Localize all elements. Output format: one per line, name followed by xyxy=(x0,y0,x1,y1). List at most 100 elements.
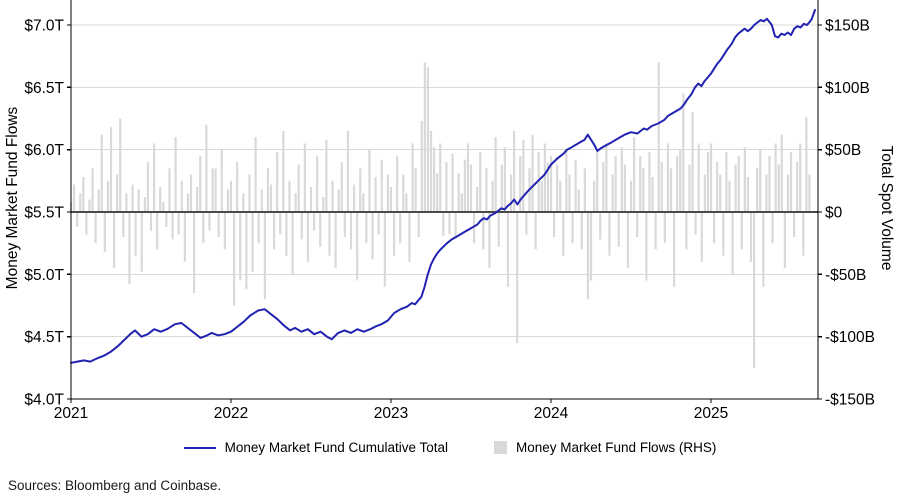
flow-bar xyxy=(651,177,654,212)
flow-bar xyxy=(672,212,676,287)
flow-bar xyxy=(436,173,439,212)
flow-bar xyxy=(629,180,633,212)
flow-bar xyxy=(626,212,630,269)
flow-bar xyxy=(180,180,183,212)
x-tick-label: 2024 xyxy=(534,405,569,422)
flow-bar xyxy=(319,212,322,247)
flow-bar xyxy=(497,212,500,247)
flow-bar xyxy=(356,212,359,281)
flow-bar xyxy=(297,164,300,212)
flow-bar xyxy=(254,137,257,212)
flow-bar xyxy=(743,147,746,212)
flow-bar xyxy=(580,212,583,250)
flow-bar xyxy=(599,212,602,240)
flow-bar xyxy=(722,212,725,256)
flow-bar xyxy=(392,212,396,256)
flow-bar xyxy=(792,212,796,237)
x-tick-label: 2021 xyxy=(54,405,88,422)
flow-bar xyxy=(429,130,433,212)
flow-bar xyxy=(316,155,319,212)
flow-bar xyxy=(186,193,190,212)
flow-bar xyxy=(156,212,159,250)
flow-bar xyxy=(525,212,528,235)
flow-bar xyxy=(322,197,325,212)
left-tick-label: $5.0T xyxy=(24,267,64,284)
flow-bar xyxy=(648,152,651,212)
flow-bar xyxy=(463,159,466,212)
flow-bar xyxy=(389,187,393,212)
left-tick-label: $7.0T xyxy=(24,18,64,35)
flow-bar xyxy=(574,159,577,212)
flow-bar xyxy=(565,149,568,212)
flow-bar xyxy=(365,212,368,244)
flow-bar xyxy=(368,149,371,212)
flow-bar xyxy=(303,143,306,212)
flow-bar xyxy=(679,149,682,212)
flow-bar xyxy=(737,155,740,212)
cumulative-total-line xyxy=(70,9,816,364)
flow-bar xyxy=(226,189,230,212)
right-tick-label: $100B xyxy=(825,80,870,97)
flow-bar xyxy=(719,174,722,212)
left-tick-label: $4.0T xyxy=(24,392,64,409)
flow-bar xyxy=(759,149,762,212)
flow-bar xyxy=(691,112,694,212)
flow-bar xyxy=(589,212,593,281)
flow-bar xyxy=(546,162,550,212)
flow-bar xyxy=(143,197,146,212)
flow-bar xyxy=(700,212,703,262)
flow-bar xyxy=(756,168,759,212)
flow-bar xyxy=(229,180,233,212)
flow-bar xyxy=(362,193,365,212)
flow-bar xyxy=(146,162,150,212)
flow-bar xyxy=(236,162,239,212)
flow-bar xyxy=(82,177,85,212)
flow-bar xyxy=(399,212,402,244)
flow-bar xyxy=(592,180,596,212)
flow-bar xyxy=(291,212,294,275)
flow-bar xyxy=(79,193,82,212)
flow-bar xyxy=(663,212,666,244)
flow-bar xyxy=(112,212,116,269)
flow-bar xyxy=(100,134,103,212)
flow-bar xyxy=(503,147,506,212)
flow-bar xyxy=(549,155,553,212)
left-tick-label: $4.5T xyxy=(24,329,64,346)
flow-bar xyxy=(183,212,186,262)
flow-bar xyxy=(220,149,223,212)
flow-bar xyxy=(331,180,334,212)
flow-bar xyxy=(211,168,214,212)
left-axis-title: Money Market Fund Flows xyxy=(4,106,21,290)
flow-bar xyxy=(509,174,513,212)
flow-bar xyxy=(402,174,405,212)
flow-bar xyxy=(583,168,586,212)
flow-bar xyxy=(72,184,76,212)
x-tick-label: 2022 xyxy=(214,405,248,422)
flow-bar xyxy=(276,152,279,212)
flow-bar xyxy=(617,212,620,247)
flow-bar xyxy=(202,212,205,244)
flow-bar xyxy=(88,199,91,212)
flow-bar xyxy=(245,212,248,290)
flow-bar xyxy=(682,93,685,212)
flow-bar xyxy=(411,143,414,212)
flow-bar xyxy=(334,212,337,269)
flow-bar xyxy=(808,174,811,212)
flow-bar xyxy=(768,155,771,212)
flow-bar xyxy=(97,189,100,212)
flow-bar xyxy=(300,212,303,240)
right-tick-label: $50B xyxy=(825,142,861,159)
flow-bar xyxy=(611,174,614,212)
flow-bar xyxy=(472,212,476,244)
flow-bar xyxy=(602,162,605,212)
flow-bar xyxy=(728,180,731,212)
flow-bar xyxy=(285,212,288,256)
flow-bar xyxy=(559,180,562,212)
flow-bar xyxy=(506,212,510,287)
sources-note: Sources: Bloomberg and Coinbase. xyxy=(8,478,222,493)
flow-bar xyxy=(636,212,639,237)
flow-bar xyxy=(294,193,297,212)
flow-bar xyxy=(383,212,386,287)
left-tick-label: $6.5T xyxy=(24,80,64,97)
